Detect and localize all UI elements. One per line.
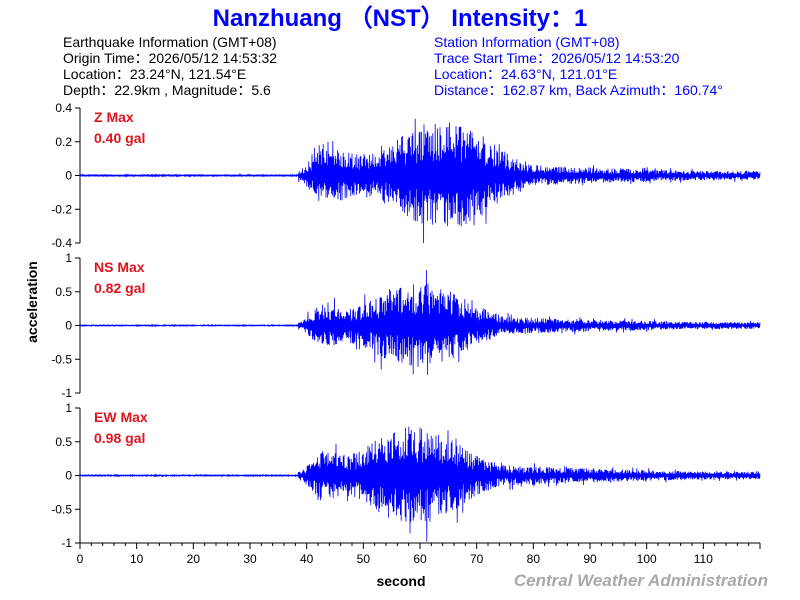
- x-tick-label: 110: [694, 552, 713, 566]
- figure-title: Nanzhuang （NST） Intensity：1: [213, 5, 588, 32]
- y-tick-label: -0.5: [51, 352, 72, 366]
- waveform-trace-z: [79, 118, 761, 244]
- y-tick-label: -1: [61, 536, 72, 550]
- x-axis: 0 10 20 30 40 50 60 70 80 90 100 110: [77, 542, 761, 566]
- x-tick-label: 80: [527, 552, 541, 566]
- x-tick-label: 40: [300, 552, 314, 566]
- x-tick-label: 50: [357, 552, 371, 566]
- x-tick-label: 90: [583, 552, 597, 566]
- panel-z: 0.4 0.2 0 -0.2 -0.4 Z Max 0.40 gal: [51, 101, 761, 250]
- max-label-z: Z Max: [94, 109, 134, 125]
- max-label-ew: EW Max: [94, 409, 148, 425]
- waveform-panels: 0.4 0.2 0 -0.2 -0.4 Z Max 0.40 gal 1 0.5 0 -0.5 -1 N…: [51, 101, 761, 550]
- y-tick-label: -0.5: [51, 502, 72, 516]
- x-tick-label: 10: [130, 552, 144, 566]
- earthquake-depth-magnitude: Depth：22.9km , Magnitude：5.6: [63, 82, 271, 98]
- station-trace-start: Trace Start Time：2026/05/12 14:53:20: [434, 50, 680, 66]
- y-tick-label: -0.4: [51, 236, 72, 250]
- credit-text: Central Weather Administration: [514, 571, 768, 590]
- max-label-ns: NS Max: [94, 259, 145, 275]
- earthquake-info-heading: Earthquake Information (GMT+08): [63, 34, 277, 50]
- station-info-block: Station Information (GMT+08) Trace Start…: [434, 34, 723, 98]
- y-tick-label: 0.5: [55, 435, 72, 449]
- y-tick-label: 0: [65, 469, 72, 483]
- earthquake-info-block: Earthquake Information (GMT+08) Origin T…: [63, 34, 277, 98]
- earthquake-origin-time: Origin Time：2026/05/12 14:53:32: [63, 50, 277, 66]
- x-tick-label: 60: [413, 552, 427, 566]
- panel-ns: 1 0.5 0 -0.5 -1 NS Max 0.82 gal: [51, 251, 761, 400]
- waveform-trace-ns: [79, 270, 761, 375]
- x-tick-label: 100: [637, 552, 657, 566]
- earthquake-location: Location：23.24°N, 121.54°E: [63, 66, 246, 82]
- max-value-ew: 0.98 gal: [94, 430, 145, 446]
- waveform-trace-ew: [79, 426, 761, 542]
- y-tick-label: 1: [65, 251, 72, 265]
- y-tick-label: 1: [65, 401, 72, 415]
- y-tick-label: 0: [65, 169, 72, 183]
- station-info-heading: Station Information (GMT+08): [434, 34, 620, 50]
- y-tick-label: 0.5: [55, 285, 72, 299]
- y-tick-label: -1: [61, 386, 72, 400]
- y-tick-label: 0: [65, 319, 72, 333]
- panel-ew: 1 0.5 0 -0.5 -1 EW Max 0.98 gal: [51, 401, 761, 550]
- station-distance: Distance：162.87 km, Back Azimuth：160.74°: [434, 82, 723, 98]
- x-axis-label: second: [376, 573, 425, 589]
- x-tick-label: 30: [243, 552, 257, 566]
- x-tick-label: 0: [77, 552, 84, 566]
- max-value-z: 0.40 gal: [94, 130, 145, 146]
- y-tick-label: 0.4: [55, 101, 72, 115]
- station-location: Location：24.63°N, 121.01°E: [434, 66, 617, 82]
- y-axis-label: acceleration: [24, 261, 40, 343]
- y-tick-label: 0.2: [55, 135, 72, 149]
- y-tick-label: -0.2: [51, 202, 72, 216]
- max-value-ns: 0.82 gal: [94, 280, 145, 296]
- x-tick-label: 20: [187, 552, 201, 566]
- x-tick-label: 70: [470, 552, 484, 566]
